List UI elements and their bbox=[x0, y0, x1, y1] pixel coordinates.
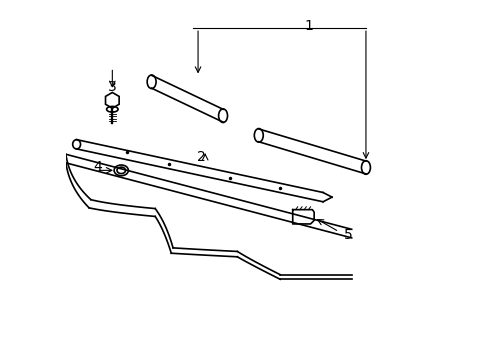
Text: 1: 1 bbox=[304, 19, 313, 33]
Text: 5: 5 bbox=[343, 228, 352, 242]
Text: 2: 2 bbox=[197, 150, 205, 164]
Text: 3: 3 bbox=[108, 80, 117, 94]
Text: 4: 4 bbox=[94, 161, 102, 175]
